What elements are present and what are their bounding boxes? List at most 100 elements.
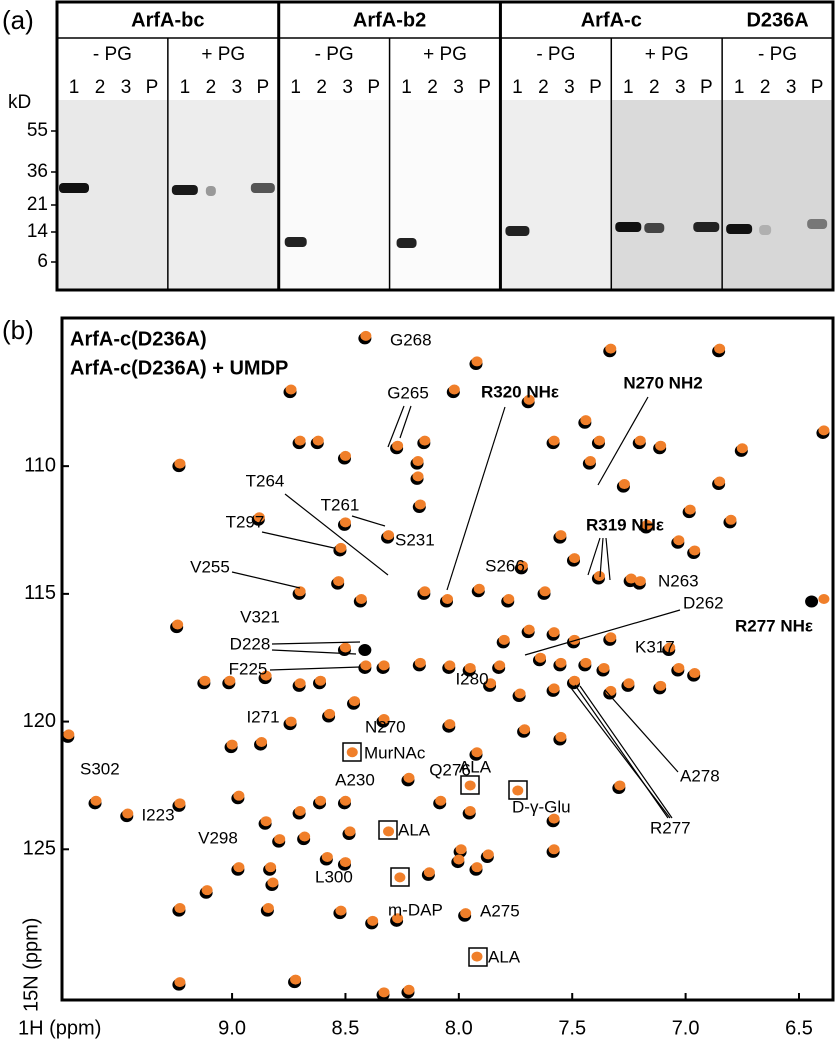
peak-label: N270 NH2 bbox=[623, 373, 702, 392]
leader-line bbox=[231, 571, 301, 589]
leader-line bbox=[567, 683, 671, 819]
leader-line bbox=[271, 649, 357, 655]
peak bbox=[274, 834, 286, 845]
peak-label: T264 bbox=[246, 471, 285, 490]
peak bbox=[360, 330, 372, 341]
panel-label: (a) bbox=[2, 5, 34, 35]
x-tick-label: 7.0 bbox=[672, 1017, 700, 1039]
peak bbox=[403, 772, 415, 783]
leader-line bbox=[284, 493, 389, 576]
legend-entry: ArfA-c(D236A) + UMDP bbox=[70, 357, 288, 379]
peak bbox=[122, 808, 134, 819]
gel-lane-background bbox=[57, 100, 168, 290]
peak bbox=[324, 708, 336, 719]
peak-label: V321 bbox=[240, 607, 280, 626]
peak-label: I223 bbox=[141, 805, 174, 824]
leader-line bbox=[387, 405, 405, 448]
peak-label: S266 bbox=[485, 556, 525, 575]
peak-label: D262 bbox=[683, 593, 724, 612]
peak-label: I271 bbox=[246, 707, 279, 726]
legend-entry: ArfA-c(D236A) bbox=[70, 328, 207, 350]
peak bbox=[333, 576, 345, 587]
lane-label: 2 bbox=[649, 77, 660, 98]
leader-line bbox=[524, 609, 681, 656]
peak bbox=[516, 560, 528, 571]
lane-label: 1 bbox=[512, 77, 523, 98]
peak bbox=[299, 831, 311, 842]
peak bbox=[655, 680, 667, 691]
lane-label: 3 bbox=[453, 77, 464, 98]
peak bbox=[618, 479, 630, 490]
peak bbox=[605, 343, 617, 354]
peak bbox=[174, 903, 186, 914]
peak-label: m-DAP bbox=[388, 900, 443, 919]
peak-label: I280 bbox=[455, 669, 488, 688]
lane-label: 1 bbox=[290, 77, 301, 98]
peak bbox=[568, 553, 580, 564]
gel-lane-background bbox=[611, 100, 723, 290]
lane-label: 2 bbox=[95, 77, 106, 98]
peak bbox=[485, 678, 497, 689]
gel-band bbox=[59, 183, 89, 193]
peak bbox=[392, 913, 404, 924]
peak bbox=[265, 862, 277, 873]
peak bbox=[339, 795, 351, 806]
peak bbox=[419, 586, 431, 597]
peak bbox=[315, 675, 327, 686]
peak bbox=[285, 384, 297, 395]
gel-band bbox=[250, 183, 275, 193]
peak bbox=[339, 517, 351, 528]
y-axis-label: 15N (ppm) bbox=[20, 918, 42, 1012]
peak bbox=[464, 805, 476, 816]
gel-lane-background bbox=[500, 100, 612, 290]
leader-line bbox=[599, 537, 604, 578]
lane-label: 3 bbox=[786, 77, 797, 98]
peak bbox=[419, 435, 431, 446]
gel-band bbox=[693, 222, 720, 232]
marker-label: 21 bbox=[27, 194, 48, 215]
lane-label: P bbox=[367, 77, 380, 98]
peak bbox=[294, 435, 306, 446]
peak bbox=[598, 662, 610, 673]
lane-label: P bbox=[589, 77, 602, 98]
peak bbox=[805, 595, 819, 608]
peak bbox=[349, 696, 361, 707]
condition-label: - PG bbox=[758, 44, 797, 65]
lane-label: 1 bbox=[401, 77, 412, 98]
peak bbox=[435, 795, 447, 806]
peak bbox=[605, 632, 617, 643]
peak bbox=[673, 662, 685, 673]
peak bbox=[568, 675, 580, 686]
y-tick-label: 110 bbox=[24, 454, 56, 476]
x-tick-label: 9.0 bbox=[218, 1017, 246, 1039]
peak bbox=[233, 790, 245, 801]
peak-label: S231 bbox=[395, 530, 435, 549]
peak bbox=[605, 685, 617, 696]
peak bbox=[262, 903, 274, 914]
peak bbox=[548, 844, 560, 855]
leader-line bbox=[587, 537, 601, 576]
condition-label: + PG bbox=[423, 44, 467, 65]
peak bbox=[482, 849, 494, 860]
peak bbox=[736, 443, 748, 454]
peak bbox=[555, 731, 567, 742]
peak bbox=[818, 425, 830, 436]
gel-band bbox=[171, 185, 198, 195]
peak bbox=[464, 662, 476, 673]
peak bbox=[172, 619, 184, 630]
peak-label: F225 bbox=[229, 659, 268, 678]
peak bbox=[378, 714, 390, 725]
peak bbox=[714, 476, 726, 487]
x-tick-label: 7.5 bbox=[558, 1017, 586, 1039]
peak bbox=[580, 415, 592, 426]
peak bbox=[224, 675, 236, 686]
y-tick-label: 115 bbox=[24, 582, 56, 604]
leader-line bbox=[271, 641, 361, 645]
leader-line bbox=[579, 685, 673, 819]
group-title: ArfA-c bbox=[581, 9, 642, 31]
peak bbox=[448, 384, 460, 395]
peak bbox=[412, 471, 424, 482]
x-tick-label: 8.0 bbox=[445, 1017, 473, 1039]
x-axis-label: 1H (ppm) bbox=[18, 1017, 101, 1039]
peak bbox=[655, 440, 667, 451]
